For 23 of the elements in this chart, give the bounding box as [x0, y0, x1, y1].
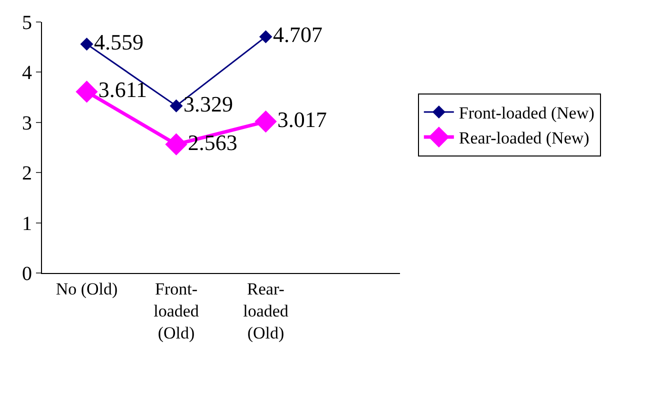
data-label: 3.329 [184, 91, 233, 116]
point [76, 80, 98, 103]
y-tick-label: 1 [22, 212, 32, 235]
point [165, 133, 188, 156]
data-label: 2.563 [188, 130, 238, 155]
data-label: 4.559 [94, 30, 144, 55]
x-tick-label: Front-loaded (Old) [154, 279, 200, 343]
point [170, 99, 183, 112]
data-label: 3.017 [277, 107, 327, 132]
y-tick-label: 4 [22, 62, 32, 84]
legend-label: Rear-loaded (New) [458, 128, 590, 148]
x-tick-label: Rear-loaded (Old) [243, 279, 289, 343]
data-label: 3.611 [98, 77, 148, 102]
y-tick-label: 0 [22, 263, 32, 285]
point [259, 30, 272, 44]
y-tick-label: 5 [22, 12, 32, 34]
y-tick-label: 3 [22, 112, 32, 134]
point [80, 38, 94, 51]
y-tick-label: 2 [22, 162, 32, 185]
x-tick-label: No (Old) [56, 279, 118, 298]
point [254, 110, 277, 133]
legend-label: Front-loaded (New) [458, 104, 594, 123]
data-label: 4.707 [273, 22, 322, 48]
